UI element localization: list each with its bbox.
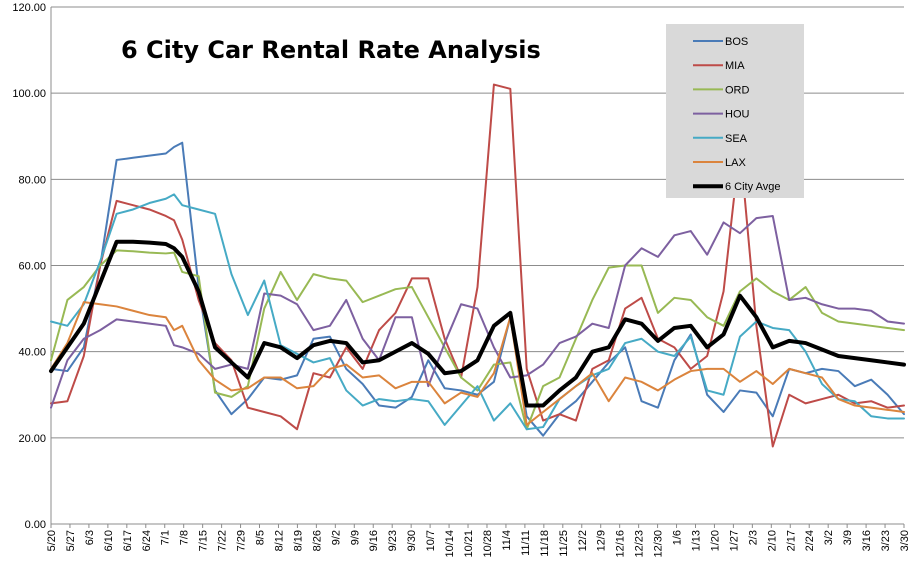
y-tick-label: 60.00: [18, 261, 46, 273]
x-tick-label: 5/27: [65, 530, 77, 551]
y-tick-label: 40.00: [18, 347, 46, 359]
x-tick-label: 1/20: [709, 530, 721, 551]
x-tick-label: 10/14: [444, 530, 456, 558]
x-tick-label: 8/19: [292, 530, 304, 551]
x-tick-label: 7/15: [198, 530, 210, 551]
y-tick-label: 20.00: [18, 433, 46, 445]
x-tick-label: 2/17: [785, 530, 797, 551]
x-tick-label: 10/21: [463, 530, 475, 558]
x-tick-label: 7/1: [160, 530, 172, 545]
series-line-hou: [50, 214, 905, 409]
x-tick-label: 12/9: [596, 530, 608, 551]
x-tick-label: 2/24: [804, 530, 816, 551]
legend-label: ORD: [725, 84, 750, 96]
series-line-6-city-avge: [49, 239, 906, 408]
x-tick-label: 12/23: [634, 530, 646, 558]
x-tick-label: 9/23: [387, 530, 399, 551]
x-tick-label: 10/28: [482, 530, 494, 558]
x-tick-label: 9/9: [349, 530, 361, 545]
x-tick-label: 3/30: [899, 530, 911, 551]
series-line-ord: [50, 249, 905, 431]
legend-label: BOS: [725, 36, 748, 48]
x-tick-label: 9/30: [406, 530, 418, 551]
legend-label: SEA: [725, 133, 748, 145]
x-tick-label: 1/27: [728, 530, 740, 551]
x-tick-label: 6/17: [122, 530, 134, 551]
y-tick-label: 80.00: [18, 174, 46, 186]
x-tick-label: 7/22: [217, 530, 229, 551]
series-line-lax: [50, 301, 905, 426]
x-tick-label: 3/23: [880, 530, 892, 551]
y-tick-label: 120.00: [12, 2, 46, 14]
series-lines: [49, 83, 906, 448]
x-tick-label: 7/29: [236, 530, 248, 551]
x-tick-label: 1/6: [672, 530, 684, 545]
legend-label: 6 City Avge: [725, 181, 780, 193]
x-tick-label: 11/25: [558, 530, 570, 557]
legend: BOS MIA ORD HOU SEA LAX 6 City Avge: [666, 24, 804, 198]
legend-box: [666, 24, 804, 198]
x-tick-label: 11/18: [539, 530, 551, 557]
x-tick-label: 8/26: [311, 530, 323, 551]
chart-title: 6 City Car Rental Rate Analysis: [121, 36, 541, 64]
x-tick-label: 12/16: [615, 530, 627, 558]
x-tick-label: 9/2: [330, 530, 342, 545]
x-tick-label: 5/20: [46, 530, 58, 551]
x-tick-label: 6/24: [141, 530, 153, 551]
x-tick-label: 3/16: [861, 530, 873, 551]
x-tick-label: 9/16: [368, 530, 380, 551]
x-tick-label: 7/8: [179, 530, 191, 545]
x-tick-label: 11/4: [501, 530, 513, 551]
x-tick-label: 12/2: [577, 530, 589, 551]
series-line-mia: [50, 83, 905, 448]
x-tick-label: 2/10: [766, 530, 778, 551]
axes: [50, 7, 905, 528]
y-tick-label: 0.00: [25, 519, 46, 531]
series-line-bos: [50, 141, 905, 437]
x-tick-label: 8/5: [255, 530, 267, 545]
x-tick-label: 11/11: [520, 530, 532, 556]
legend-label: LAX: [725, 157, 746, 169]
x-tick-label: 2/3: [747, 530, 759, 545]
x-tick-label: 12/30: [653, 530, 665, 558]
x-tick-label: 3/9: [842, 530, 854, 545]
legend-label: MIA: [725, 60, 745, 72]
x-tick-label: 1/13: [690, 530, 702, 551]
x-tick-label: 10/7: [425, 530, 437, 551]
x-tick-label: 8/12: [273, 530, 285, 551]
y-tick-label: 100.00: [12, 88, 46, 100]
x-tick-label: 6/10: [103, 530, 115, 551]
x-tick-label: 6/3: [84, 530, 96, 545]
x-tick-labels: 5/20 5/27 6/3 6/10 6/17 6/24 7/1 7/8 7/15 7/22 7/2…: [46, 530, 911, 558]
x-tick-label: 3/2: [823, 530, 835, 545]
y-tick-labels: 0.00 20.00 40.00 60.00 80.00 100.00 120.00: [12, 2, 46, 531]
legend-label: HOU: [725, 109, 750, 121]
